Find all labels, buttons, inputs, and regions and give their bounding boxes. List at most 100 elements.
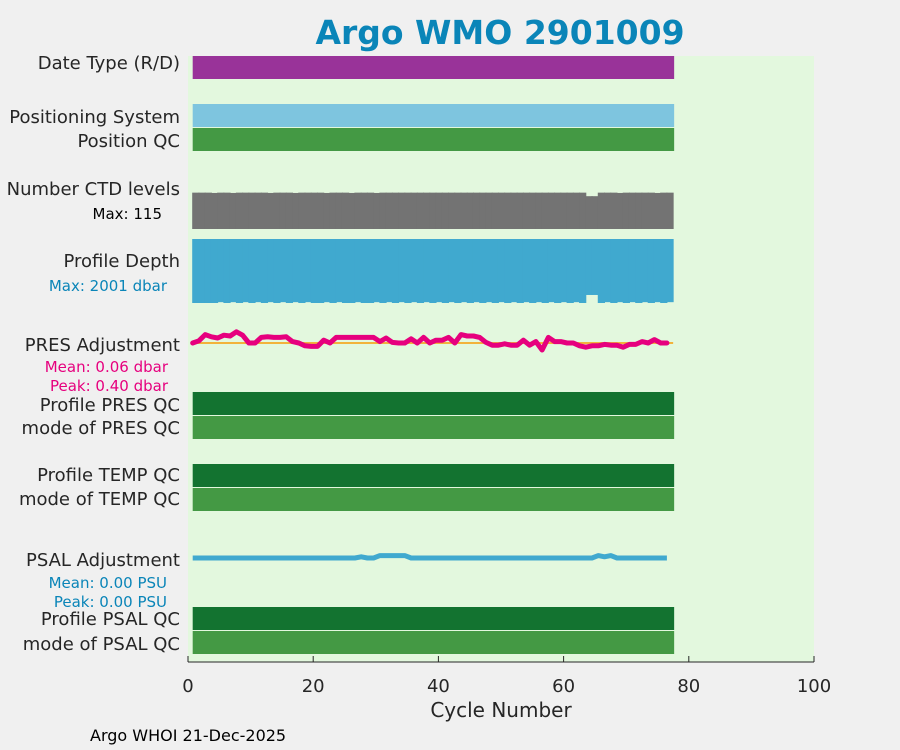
x-tick-label: 100 [797,676,831,697]
profile-depth-bar [466,239,474,303]
ctd-level-bar [304,192,312,229]
ctd-level-bar [516,192,524,229]
ctd-level-bar [529,192,537,229]
profile-depth-bar [404,239,412,303]
ctd-level-bar [547,192,556,229]
row-label-profile-psal-qc: Profile PSAL QC [41,609,180,630]
depth-max-note: Max: 2001 dbar [49,277,168,295]
psal-mean-note: Mean: 0.00 PSU [49,574,167,592]
ctd-max-note: Max: 115 [93,205,162,223]
ctd-level-bar [298,192,306,229]
profile-depth-bar [379,239,387,303]
profile-depth-bar [335,239,343,303]
ctd-level-bar [597,192,606,229]
profile-depth-bar [566,239,574,303]
ctd-level-bar [647,192,655,229]
ctd-level-bar [273,192,281,229]
profile-depth-bar [323,239,331,303]
x-tick-label: 80 [677,676,700,697]
psal-adjustment-line [192,553,667,561]
ctd-level-bar [604,192,612,229]
ctd-level-bar [491,192,499,229]
profile-depth-bar [510,239,518,303]
ctd-level-bar [522,192,531,229]
ctd-level-bar [541,192,549,229]
profile-depth-bar [279,239,287,303]
ctd-level-bar [435,192,443,229]
ctd-level-bar [335,192,343,229]
profile-depth-bar [504,239,512,303]
profile-depth-bar [448,239,456,303]
ctd-level-bar [572,192,581,229]
ctd-level-bar [285,192,294,229]
ctd-level-bar [466,192,474,229]
row-label-psal-adjustment: PSAL Adjustment [26,550,180,571]
profile-depth-bar [666,239,674,303]
profile-depth-bar [229,239,237,303]
profile-depth-bar [242,239,250,303]
profile-depth-bar [285,239,294,303]
profile-depth-bar [554,239,562,303]
profile-depth-bar [541,239,549,303]
ctd-level-bar [666,192,674,229]
profile-depth-bar [529,239,537,303]
profile-depth-bar [597,239,606,303]
profile-depth-bar [310,239,318,303]
profile-depth-bar [423,239,431,303]
profile-depth-bar [248,239,256,303]
ctd-level-bar [260,192,269,229]
row-labels: Date Type (R/D) Positioning System Positio… [7,53,180,655]
band-mode-pres-qc [192,416,675,439]
ctd-level-bar [292,192,300,229]
profile-depth-bar [497,239,506,303]
row-label-pres-adjustment: PRES Adjustment [25,335,180,356]
ctd-level-bar [628,192,637,229]
row-label-ctd-levels: Number CTD levels [7,179,180,200]
ctd-level-bar [373,192,381,229]
profile-depth-bar [435,239,443,303]
ctd-level-bar [404,192,412,229]
ctd-level-bar [316,192,325,229]
ctd-level-bar [410,192,418,229]
profile-depth-bar [635,239,643,303]
ctd-level-bar [460,192,468,229]
ctd-level-bar [423,192,431,229]
ctd-level-bar [535,192,543,229]
profile-depth-bar [254,239,262,303]
ctd-level-bar [610,192,618,229]
profile-depth-bar [329,239,337,303]
profile-depth-bar [298,239,306,303]
profile-depth-bar [410,239,418,303]
psal-peak-note: Peak: 0.00 PSU [54,593,167,611]
profile-depth-bar [579,239,587,303]
band-profile-psal-qc [192,607,675,630]
ctd-level-bar [560,192,568,229]
profile-depth-bar [210,239,219,303]
x-tick-label: 20 [302,676,325,697]
ctd-level-bar [354,192,362,229]
ctd-level-bar [192,192,200,229]
ctd-level-bar [641,192,649,229]
profile-depth-bar [398,239,406,303]
profile-depth-bar [454,239,462,303]
ctd-level-bar [454,192,462,229]
profile-depth-bar [591,239,599,295]
ctd-level-bar [391,192,400,229]
ctd-level-bar [204,192,212,229]
ctd-level-bar [441,192,450,229]
profile-depth-bar [485,239,493,303]
profile-depth-bar [198,239,206,303]
profile-depth-bar [192,239,200,303]
x-axis-ticks: 0 20 40 60 80 100 [182,656,831,697]
profile-depth-bar [204,239,212,303]
profile-depth-bar [660,239,668,303]
profile-depth-bar [366,239,375,303]
profile-depth-bar [429,239,437,303]
ctd-level-bar [660,192,668,229]
ctd-level-bar [472,192,481,229]
profile-depth-bar [547,239,556,303]
row-label-mode-psal-qc: mode of PSAL QC [23,634,180,655]
x-axis-label: Cycle Number [430,698,572,722]
profile-depth-bar [341,239,350,303]
